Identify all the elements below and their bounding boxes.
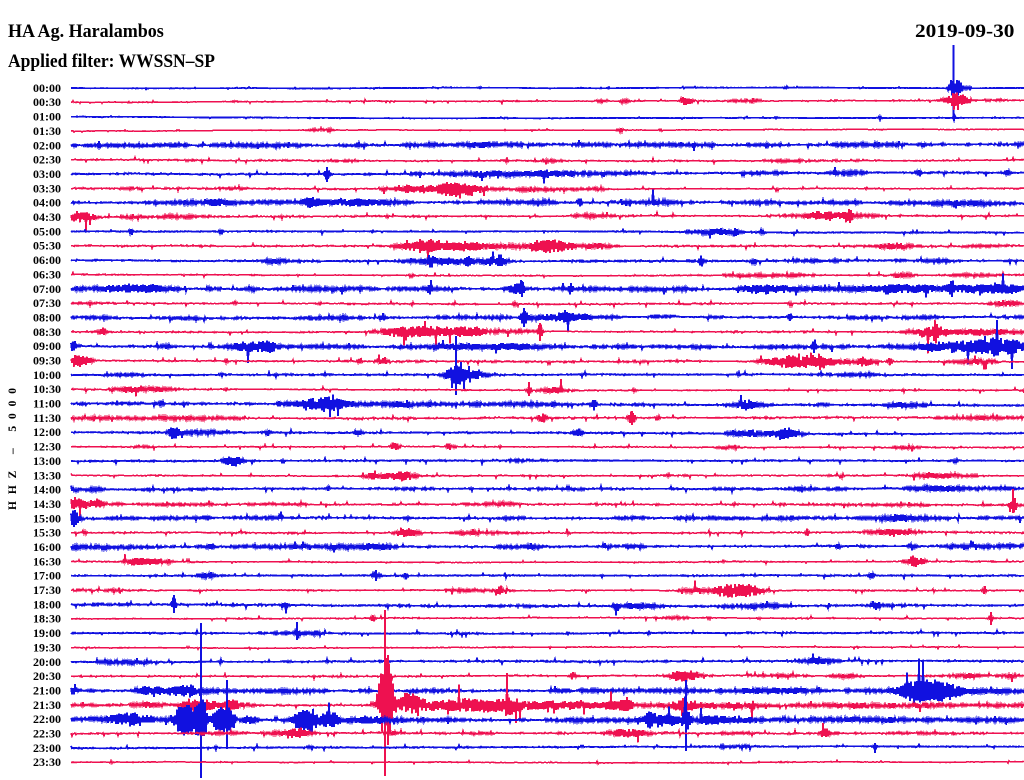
svg-text:05:00: 05:00 [33, 226, 61, 238]
svg-text:20:30: 20:30 [33, 671, 61, 683]
svg-text:13:30: 13:30 [33, 470, 61, 482]
svg-text:HHZ – 5000: HHZ – 5000 [7, 388, 19, 510]
svg-text:HA Ag. Haralambos: HA Ag. Haralambos [8, 21, 164, 43]
svg-text:22:30: 22:30 [33, 729, 61, 741]
svg-text:2019-09-30: 2019-09-30 [915, 21, 1014, 42]
svg-text:18:30: 18:30 [33, 614, 61, 626]
svg-text:12:30: 12:30 [33, 442, 61, 454]
svg-text:16:00: 16:00 [33, 542, 61, 554]
svg-text:06:00: 06:00 [33, 255, 61, 267]
svg-text:08:00: 08:00 [33, 313, 61, 325]
svg-text:16:30: 16:30 [33, 556, 61, 568]
svg-text:04:00: 04:00 [33, 198, 61, 210]
svg-text:Applied filter: WWSSN–SP: Applied filter: WWSSN–SP [8, 50, 215, 71]
svg-text:10:30: 10:30 [33, 384, 61, 396]
svg-text:17:00: 17:00 [33, 571, 61, 583]
svg-text:22:00: 22:00 [33, 714, 61, 726]
svg-text:11:00: 11:00 [33, 399, 61, 411]
svg-text:14:30: 14:30 [33, 499, 61, 511]
svg-text:23:30: 23:30 [33, 757, 61, 769]
svg-text:20:00: 20:00 [33, 657, 61, 669]
svg-text:00:00: 00:00 [33, 83, 61, 95]
svg-text:06:30: 06:30 [33, 269, 61, 281]
svg-text:11:30: 11:30 [33, 413, 61, 425]
svg-text:14:00: 14:00 [33, 485, 61, 497]
svg-text:10:00: 10:00 [33, 370, 61, 382]
svg-text:01:00: 01:00 [33, 112, 61, 124]
svg-text:08:30: 08:30 [33, 327, 61, 339]
svg-text:02:00: 02:00 [33, 140, 61, 152]
svg-text:07:30: 07:30 [33, 298, 61, 310]
svg-text:19:00: 19:00 [33, 628, 61, 640]
svg-text:17:30: 17:30 [33, 585, 61, 597]
svg-text:23:00: 23:00 [33, 743, 61, 755]
svg-text:18:00: 18:00 [33, 599, 61, 611]
svg-text:01:30: 01:30 [33, 126, 61, 138]
svg-text:09:00: 09:00 [33, 341, 61, 353]
svg-text:15:00: 15:00 [33, 513, 61, 525]
svg-text:21:00: 21:00 [33, 686, 61, 698]
svg-text:12:00: 12:00 [33, 427, 61, 439]
svg-text:21:30: 21:30 [33, 700, 61, 712]
svg-text:04:30: 04:30 [33, 212, 61, 224]
svg-text:05:30: 05:30 [33, 241, 61, 253]
svg-text:03:30: 03:30 [33, 183, 61, 195]
svg-text:09:30: 09:30 [33, 356, 61, 368]
svg-text:15:30: 15:30 [33, 528, 61, 540]
svg-text:03:00: 03:00 [33, 169, 61, 181]
svg-text:13:00: 13:00 [33, 456, 61, 468]
svg-text:19:30: 19:30 [33, 642, 61, 654]
svg-text:00:30: 00:30 [33, 97, 61, 109]
svg-text:07:00: 07:00 [33, 284, 61, 296]
svg-text:02:30: 02:30 [33, 155, 61, 167]
